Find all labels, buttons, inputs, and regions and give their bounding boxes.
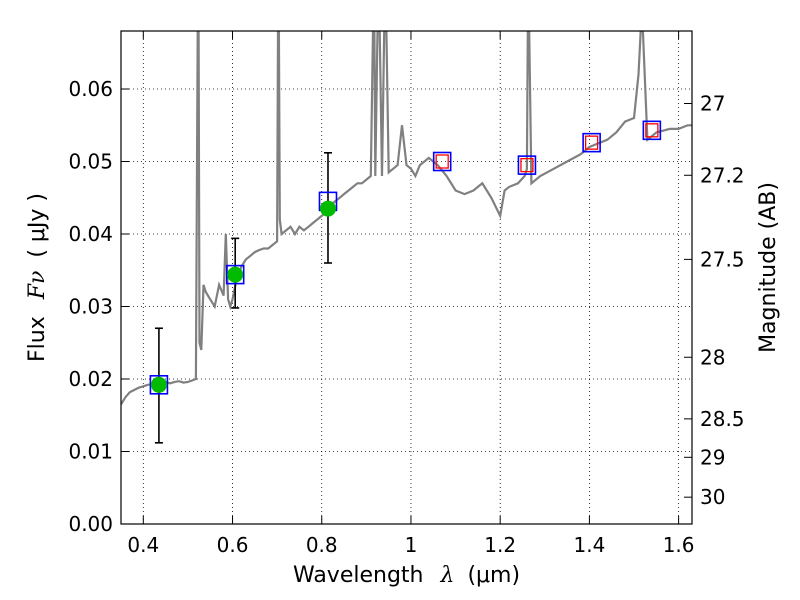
x-tick-label: 0.8 [306,533,338,557]
x-tick-label: 0.6 [217,533,249,557]
x-tick-label: 1.2 [484,533,516,557]
y-tick-label: 0.06 [68,77,113,101]
y-tick-label: 0.02 [68,367,113,391]
x-tick-label: 1.6 [663,533,695,557]
x-tick-label: 0.4 [127,533,159,557]
model-photometry-square [225,264,245,285]
photometry-point [227,266,244,283]
model-photometry-square [149,374,169,395]
y-tick-label: 0.05 [68,150,113,174]
photometry-series [149,120,662,444]
y-axis-label-unit: ( μJy ) [25,193,50,258]
model-photometry-square [642,120,662,141]
y-axis-label: Flux Fν ( μJy ) [25,193,50,362]
spectrum-series [121,31,692,405]
y2-tick-label: 28 [700,345,725,369]
model-photometry-square [582,132,601,153]
y-tick-label: 0.04 [68,222,113,246]
upper-limit-square [435,154,449,169]
model-photometry-square [517,155,537,175]
plot-frame [120,30,693,525]
x-axis-label-unit: (μm) [467,563,520,588]
x-tick-label: 1.4 [573,533,605,557]
y-tick-label: 0.00 [68,512,113,536]
spectrum-line [121,31,692,405]
photometry-point [150,376,167,393]
x-axis-label-text: Wavelength [293,563,424,588]
axis-ticks: 0.4 0.6 0.8 1 1.2 1.4 1.6 0.00 0.01 0.02 0.03 0.04 0… [68,31,745,557]
y-axis-label-symbol: Fν [25,271,50,301]
x-axis-label: Wavelength λ (μm) [293,563,520,588]
y2-tick-label: 27.2 [700,163,745,187]
y2-axis-label: Magnitude (AB) [756,182,781,353]
model-photometry-square [432,151,452,172]
y2-tick-label: 28.5 [700,407,745,431]
y2-tick-label: 27.5 [700,247,745,271]
y-axis-label-text: Flux [25,316,50,362]
grid [121,31,692,525]
upper-limit-square [520,157,534,173]
y2-tick-label: 29 [700,445,725,469]
y-tick-label: 0.03 [68,295,113,319]
y-tick-label: 0.01 [68,440,113,464]
photometry-point [319,200,336,217]
y2-tick-label: 27 [700,92,725,116]
upper-limit-square [584,135,599,150]
y2-tick-label: 30 [700,485,725,509]
x-axis-label-symbol: λ [439,563,454,588]
upper-limit-square [645,123,659,138]
x-tick-label: 1 [405,533,418,557]
